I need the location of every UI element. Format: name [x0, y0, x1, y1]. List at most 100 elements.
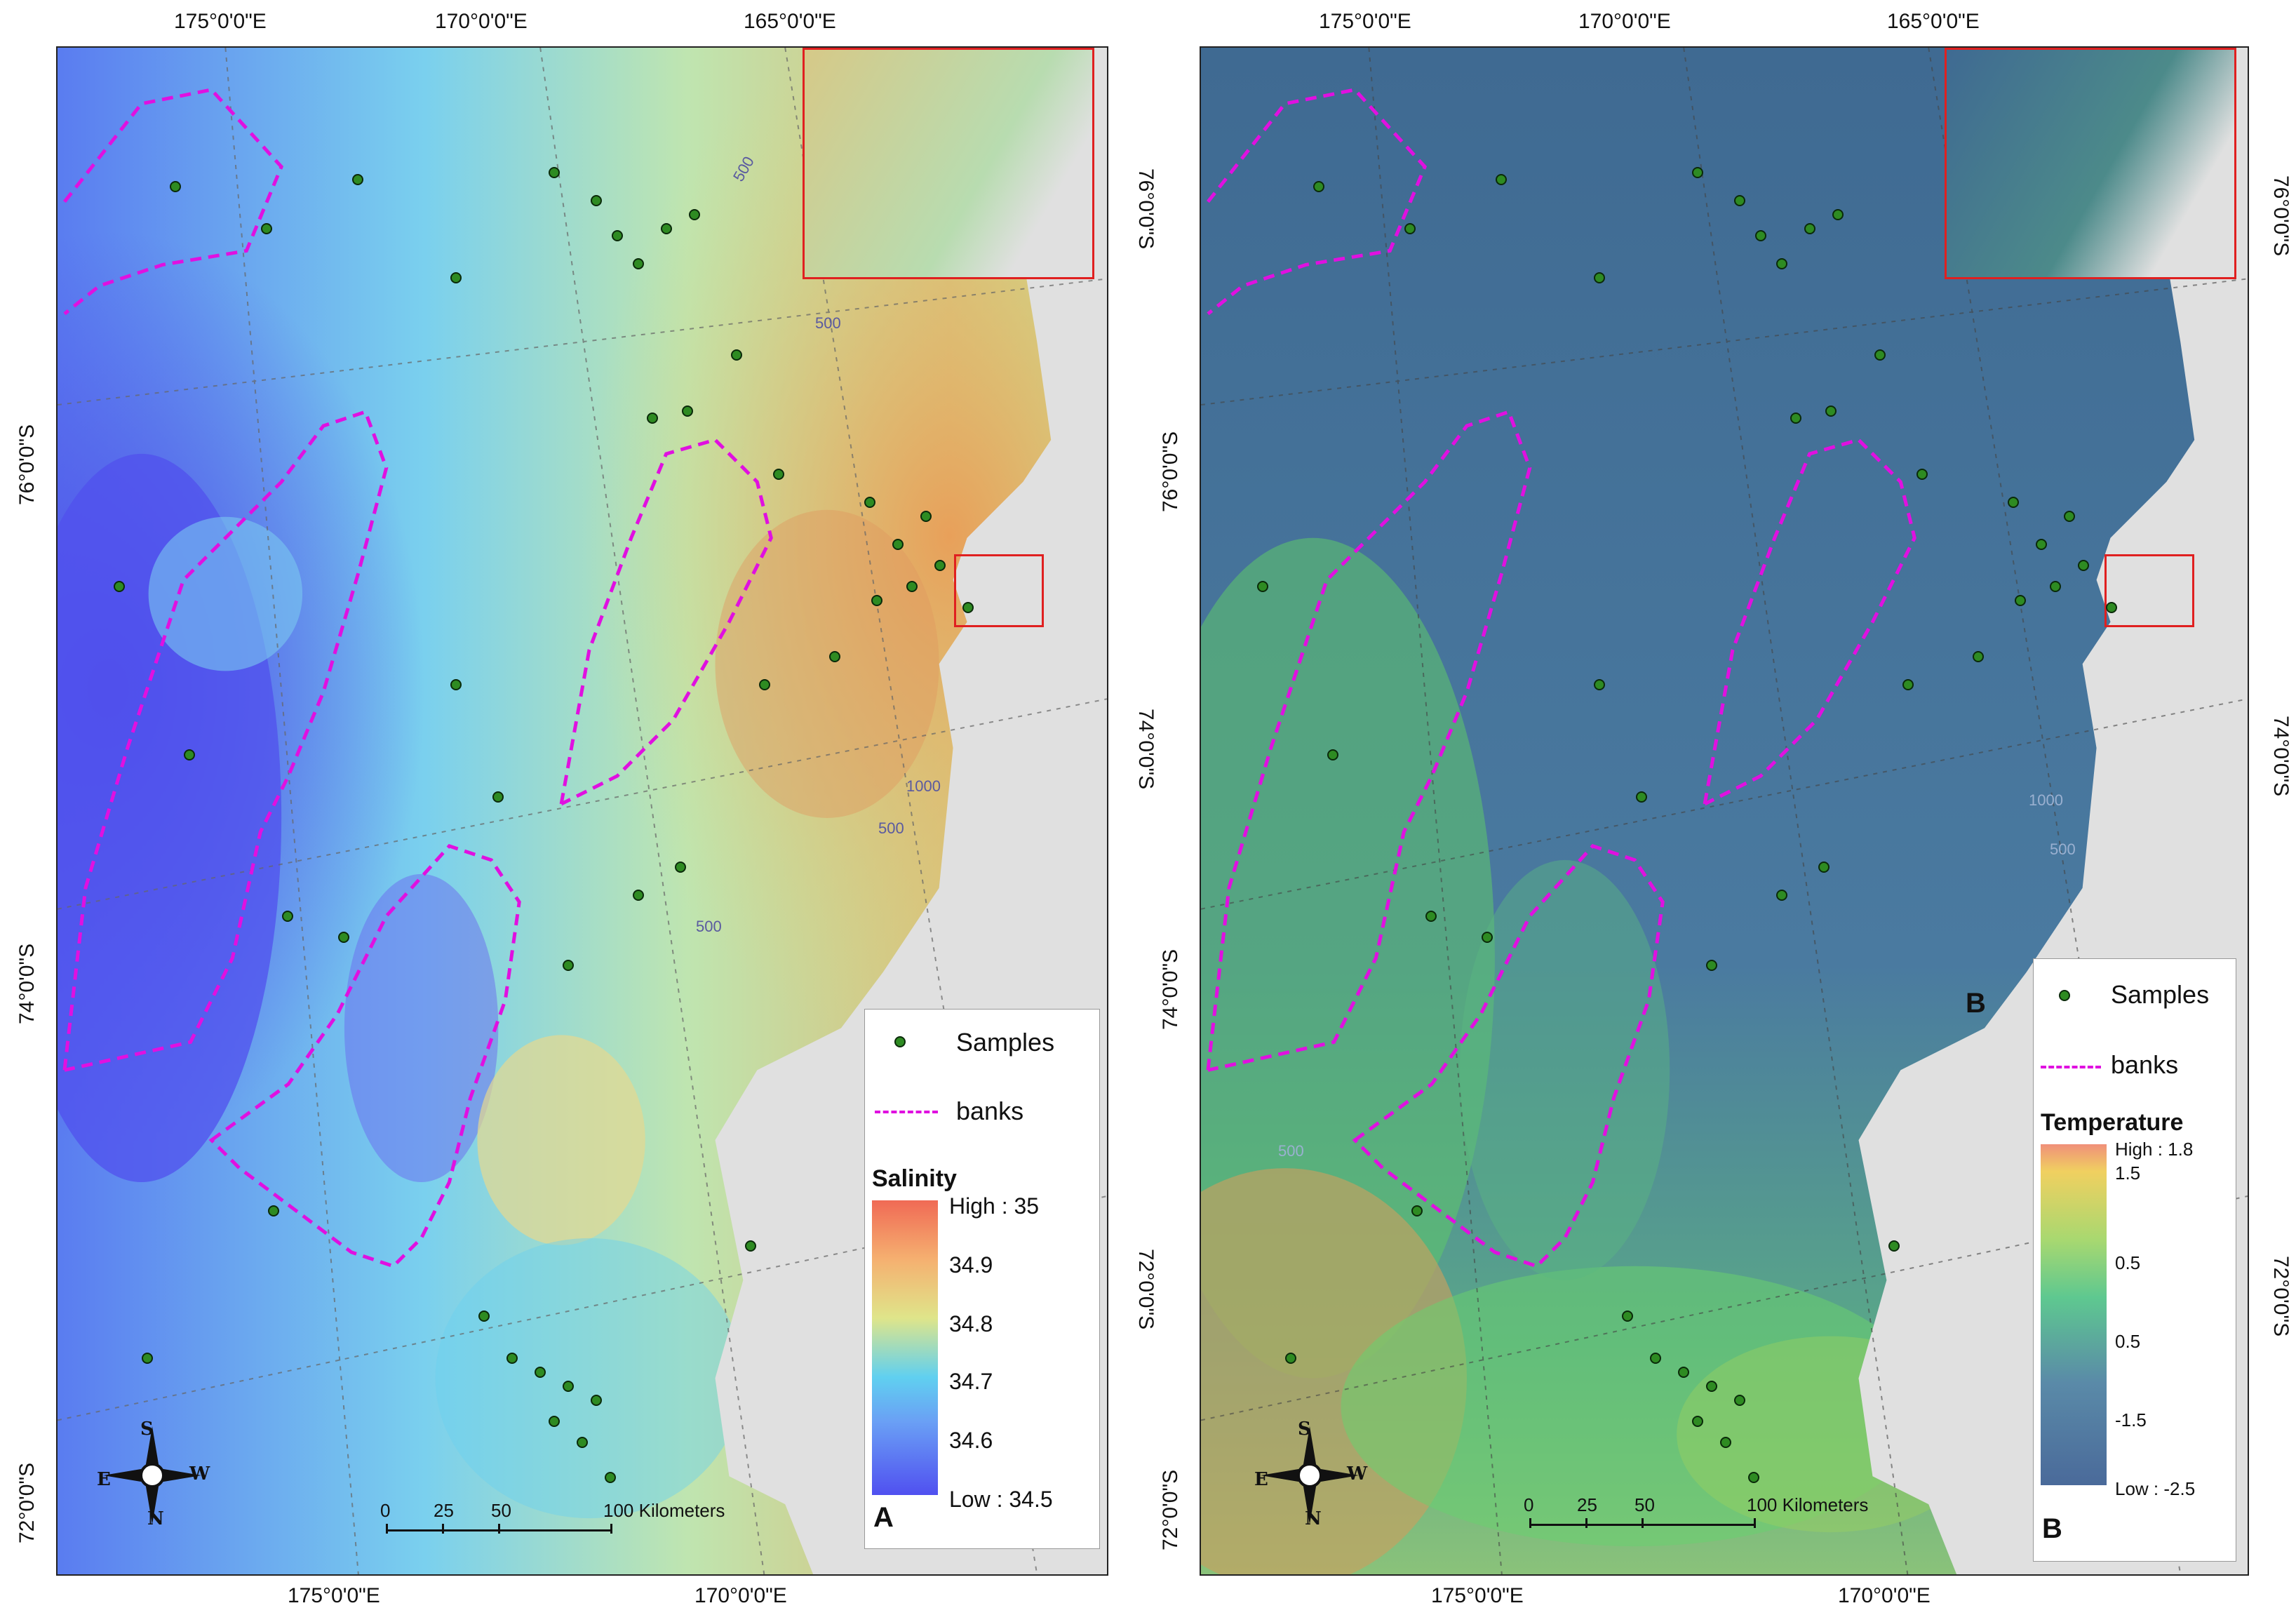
sample-point — [2078, 560, 2089, 571]
sample-point — [1902, 679, 1914, 690]
banks-legend-label: banks — [2111, 1050, 2179, 1079]
sample-point — [934, 560, 946, 571]
sample-point — [871, 595, 882, 606]
contour-label: 1000 — [906, 777, 941, 795]
sample-point — [1706, 1381, 1717, 1392]
sample-point — [549, 167, 560, 178]
compass-label: E — [97, 1469, 111, 1490]
sample-point — [1636, 791, 1647, 803]
inset-frame-large — [803, 48, 1094, 279]
sample-point — [478, 1311, 490, 1322]
contour-label: 500 — [696, 918, 722, 935]
sample-point — [1888, 1240, 1900, 1252]
sample-point — [1748, 1472, 1759, 1483]
sample-point — [731, 349, 742, 361]
sample-point — [1818, 862, 1830, 873]
scale-tick: 100 Kilometers — [1747, 1494, 1869, 1515]
sample-point — [759, 679, 770, 690]
banks-legend-symbol — [875, 1111, 938, 1113]
temperature-color-ramp — [2041, 1144, 2107, 1485]
legend-tick: 0.5 — [2115, 1252, 2141, 1273]
lon-label: 175°0'0"E — [1431, 1584, 1524, 1607]
compass-label: W — [1347, 1463, 1368, 1484]
sample-point — [1720, 1437, 1731, 1448]
sample-point — [114, 581, 125, 592]
sample-point — [549, 1416, 560, 1427]
legend-tick: 0.5 — [2115, 1331, 2141, 1352]
lat-label: 74°0'0"S — [1134, 709, 1157, 790]
banks-legend-symbol — [2041, 1066, 2101, 1068]
temperature-legend: Samples banks Temperature High : 1.8 1.5… — [2033, 958, 2236, 1562]
contour-label: 500 — [2050, 840, 2076, 858]
legend-title: Salinity — [872, 1165, 957, 1192]
salinity-surface — [58, 48, 1107, 1574]
sample-point — [1734, 195, 1745, 206]
lon-label: 170°0'0"E — [1838, 1584, 1931, 1607]
sample-point — [1916, 469, 1928, 480]
sample-point — [2008, 497, 2019, 508]
sample-point — [689, 209, 700, 220]
sample-point — [1755, 230, 1766, 241]
sample-point — [612, 230, 623, 241]
sample-point — [184, 749, 195, 760]
sample-point — [1973, 651, 1984, 662]
banks-legend-label: banks — [956, 1097, 1024, 1125]
contour-label: 500 — [1278, 1142, 1304, 1160]
sample-point — [1776, 258, 1787, 269]
panel-letter: B — [2042, 1513, 2062, 1544]
sample-point — [2015, 595, 2026, 606]
sample-point — [661, 223, 672, 234]
sample-point — [829, 651, 840, 662]
sample-point — [338, 932, 349, 943]
sample-point — [535, 1367, 546, 1378]
sample-point — [506, 1353, 518, 1364]
sample-point — [1692, 167, 1703, 178]
compass-label: S — [140, 1419, 154, 1440]
scale-tick: 50 — [1634, 1494, 1655, 1515]
samples-legend-label: Samples — [956, 1028, 1055, 1057]
panel-letter-inner: B — [1966, 988, 1986, 1019]
legend-tick: Low : -2.5 — [2115, 1478, 2196, 1499]
sample-point — [892, 539, 904, 550]
sample-point — [675, 862, 686, 873]
lon-label: 175°0'0"E — [1319, 10, 1411, 33]
compass-label: N — [147, 1508, 164, 1529]
legend-tick: 1.5 — [2115, 1162, 2141, 1184]
sample-point — [1734, 1395, 1745, 1406]
lat-label: 76°0'0"S — [1134, 168, 1157, 250]
lat-label: 76°0'0"S — [1159, 431, 1182, 512]
lat-label: 72°0'0"S — [15, 1462, 39, 1543]
sample-point — [591, 195, 602, 206]
sample-point — [962, 602, 974, 613]
samples-legend-label: Samples — [2111, 980, 2210, 1009]
sample-point — [1790, 413, 1801, 424]
compass-rose-icon: S W N E — [97, 1419, 210, 1529]
inset-frame-large — [1945, 48, 2236, 279]
sample-point — [633, 890, 644, 901]
sample-point — [1650, 1353, 1661, 1364]
lat-label: 74°0'0"S — [1159, 949, 1182, 1030]
sample-point — [745, 1240, 756, 1252]
sample-point — [2036, 539, 2047, 550]
sample-point — [268, 1205, 279, 1216]
lat-label: 74°0'0"S — [2269, 716, 2292, 797]
sample-point — [577, 1437, 588, 1448]
scale-tick: 0 — [1524, 1494, 1534, 1515]
legend-tick: High : 35 — [949, 1193, 1040, 1219]
sample-point — [1257, 581, 1268, 592]
scale-tick: 0 — [380, 1500, 391, 1521]
sample-point — [1874, 349, 1886, 361]
sample-point — [352, 174, 363, 185]
lat-label: 74°0'0"S — [15, 943, 39, 1024]
sample-point — [1404, 223, 1416, 234]
sample-point — [282, 911, 293, 922]
scale-tick: 100 Kilometers — [603, 1500, 725, 1521]
sample-point — [1496, 174, 1507, 185]
lon-label: 165°0'0"E — [744, 10, 836, 33]
samples-legend-symbol — [894, 1036, 906, 1047]
compass-label: N — [1305, 1508, 1322, 1529]
legend-tick: High : 1.8 — [2115, 1139, 2194, 1160]
sample-point — [2106, 602, 2117, 613]
sample-point — [563, 1381, 574, 1392]
legend-tick: Low : 34.5 — [949, 1487, 1053, 1512]
